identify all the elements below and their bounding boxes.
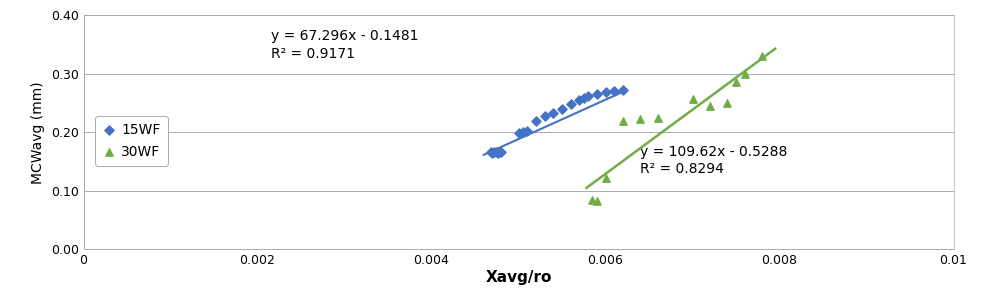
15WF — [492, 150, 507, 154]
15WF — [515, 130, 531, 135]
15WF — [488, 150, 503, 154]
Text: y = 109.62x - 0.5288: y = 109.62x - 0.5288 — [640, 145, 787, 159]
30WF — [754, 54, 770, 59]
15WF — [589, 92, 605, 97]
30WF — [589, 199, 605, 204]
15WF — [519, 129, 535, 133]
15WF — [563, 102, 579, 107]
30WF — [720, 101, 735, 105]
15WF — [490, 150, 505, 155]
15WF — [571, 98, 587, 102]
Legend: 15WF, 30WF: 15WF, 30WF — [94, 116, 167, 166]
15WF — [483, 150, 498, 154]
Text: R² = 0.8294: R² = 0.8294 — [640, 162, 724, 176]
Y-axis label: MCWavg (mm): MCWavg (mm) — [31, 81, 45, 184]
30WF — [702, 103, 718, 108]
30WF — [585, 197, 601, 202]
15WF — [493, 149, 509, 154]
30WF — [728, 80, 744, 85]
15WF — [615, 88, 631, 92]
15WF — [576, 96, 592, 101]
30WF — [650, 115, 665, 120]
30WF — [684, 97, 700, 102]
30WF — [598, 175, 613, 180]
30WF — [737, 71, 753, 76]
30WF — [615, 118, 631, 123]
15WF — [511, 131, 527, 136]
15WF — [546, 110, 561, 115]
Text: y = 67.296x - 0.1481: y = 67.296x - 0.1481 — [270, 29, 418, 43]
15WF — [485, 150, 500, 155]
15WF — [607, 89, 622, 94]
15WF — [528, 118, 544, 123]
15WF — [487, 149, 502, 154]
15WF — [537, 113, 552, 118]
30WF — [632, 117, 648, 122]
Text: R² = 0.9171: R² = 0.9171 — [270, 47, 355, 61]
15WF — [580, 94, 596, 98]
X-axis label: Xavg/ro: Xavg/ro — [486, 270, 551, 285]
15WF — [554, 106, 570, 111]
15WF — [598, 90, 613, 95]
